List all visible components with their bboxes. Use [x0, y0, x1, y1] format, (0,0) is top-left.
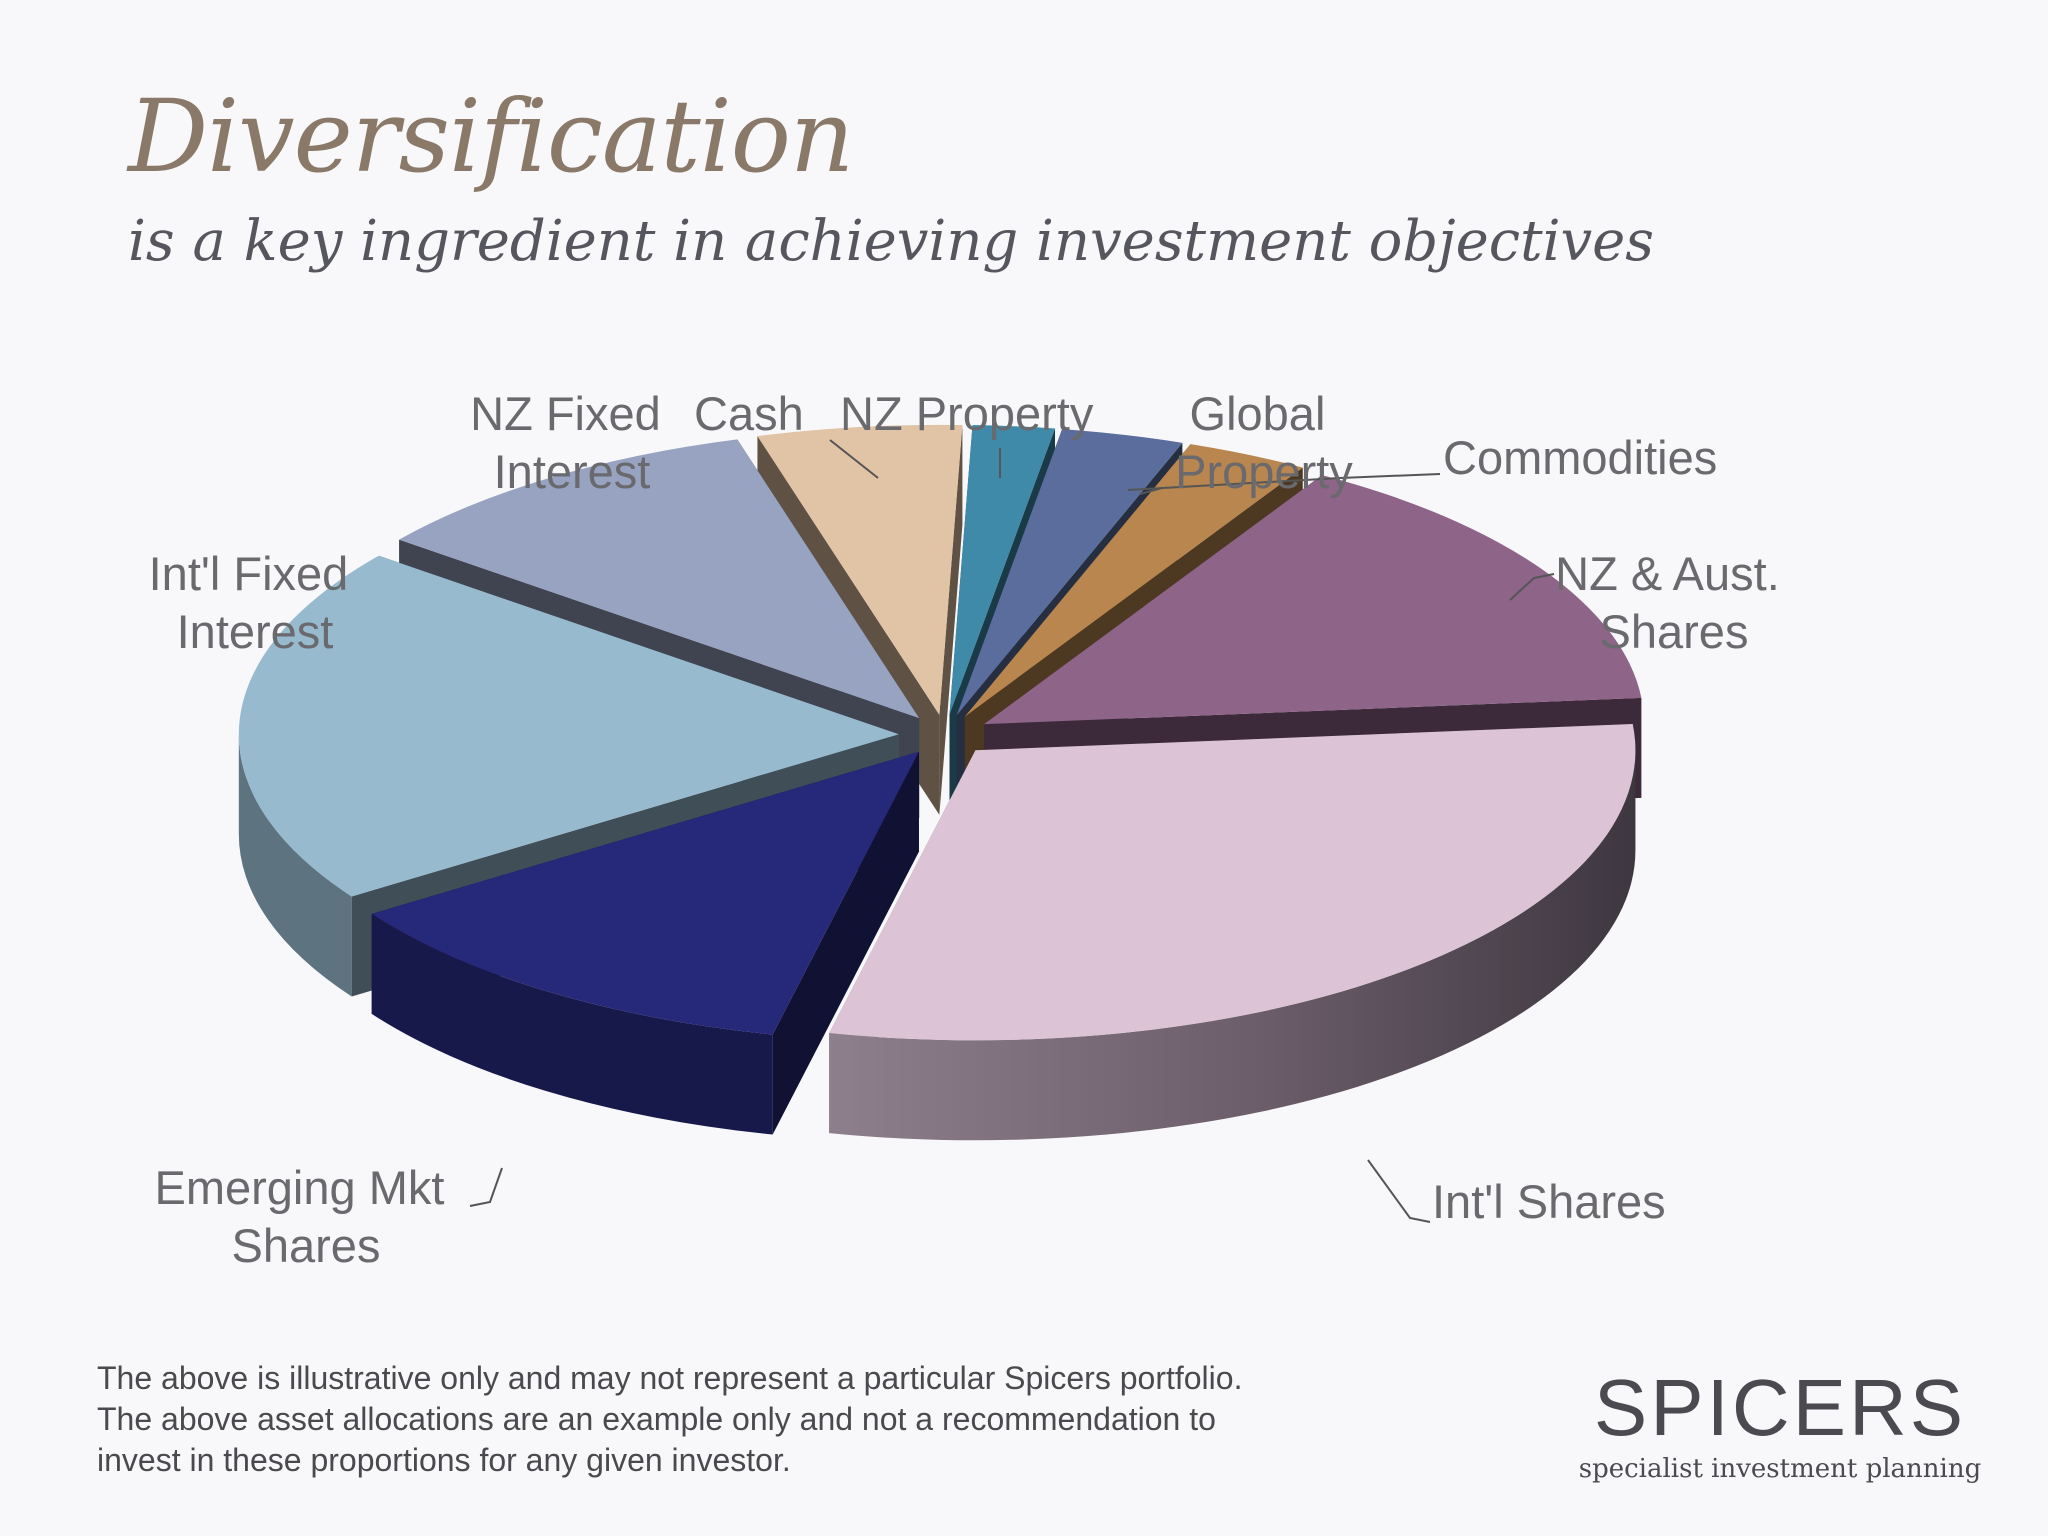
- slice-int-l-shares: [829, 723, 1636, 1141]
- slice-wall-int-l-fixed-interest-0: [238, 734, 352, 997]
- brand-name: SPICERS: [1593, 1363, 1967, 1452]
- spicers-logo: SPICERS specialist investment planning: [1555, 1363, 2005, 1485]
- leader-line-cash: [829, 439, 879, 479]
- label-intl-fixed-interest: Int'l Fixed Interest: [149, 547, 362, 658]
- slice-top-commodities: [964, 444, 1303, 717]
- leader-lines: [469, 439, 1555, 1223]
- slice-top-nz-fixed-interest: [399, 439, 920, 719]
- leader-line-nz-aust: [1509, 573, 1555, 601]
- label-intl-shares: Int'l Shares: [1432, 1175, 1666, 1228]
- leader-line-commodities: [1127, 473, 1441, 491]
- slice-top-nz-property: [949, 424, 1056, 715]
- label-commodities: Commodities: [1443, 431, 1717, 484]
- slice-labels: NZ Fixed Interest Cash NZ Property Globa…: [149, 387, 1793, 1272]
- disclaimer-line-3: invest in these proportions for any give…: [97, 1442, 791, 1478]
- leader-line-emerging: [469, 1167, 503, 1207]
- slice-top-int-l-shares: [829, 723, 1636, 1041]
- slice-side-cash-1: [939, 425, 963, 815]
- disclaimer-line-2: The above asset allocations are an examp…: [97, 1401, 1216, 1437]
- label-global-property: Global Property: [1175, 387, 1353, 498]
- slice-top-emerging-mkt-shares: [371, 751, 919, 1035]
- slide-title: Diversification: [128, 78, 854, 195]
- label-cash: Cash: [694, 387, 804, 440]
- leader-line-intl-shares: [1367, 1159, 1431, 1223]
- slice-top-int-l-fixed-interest: [238, 555, 899, 897]
- slice-emerging-mkt-shares: [371, 751, 919, 1135]
- label-nz-aust-shares: NZ & Aust. Shares: [1555, 547, 1793, 658]
- slice-top-global-property: [956, 429, 1183, 716]
- label-nz-property: NZ Property: [840, 387, 1094, 440]
- slice-top-nz-aust-shares: [984, 475, 1642, 725]
- slice-top-cash: [757, 424, 963, 715]
- slide-subtitle: is a key ingredient in achieving investm…: [128, 209, 1655, 274]
- slice-wall-emerging-mkt-shares-0: [371, 913, 773, 1135]
- pie-slices: [238, 424, 1642, 1141]
- disclaimer: The above is illustrative only and may n…: [97, 1358, 1397, 1481]
- label-emerging-mkt-shares: Emerging Mkt Shares: [155, 1161, 458, 1272]
- slice-wall-int-l-shares-0: [829, 750, 1636, 1141]
- disclaimer-line-1: The above is illustrative only and may n…: [97, 1360, 1243, 1396]
- brand-tagline: specialist investment planning: [1578, 1454, 1982, 1484]
- label-nz-fixed-interest: NZ Fixed Interest: [470, 387, 674, 498]
